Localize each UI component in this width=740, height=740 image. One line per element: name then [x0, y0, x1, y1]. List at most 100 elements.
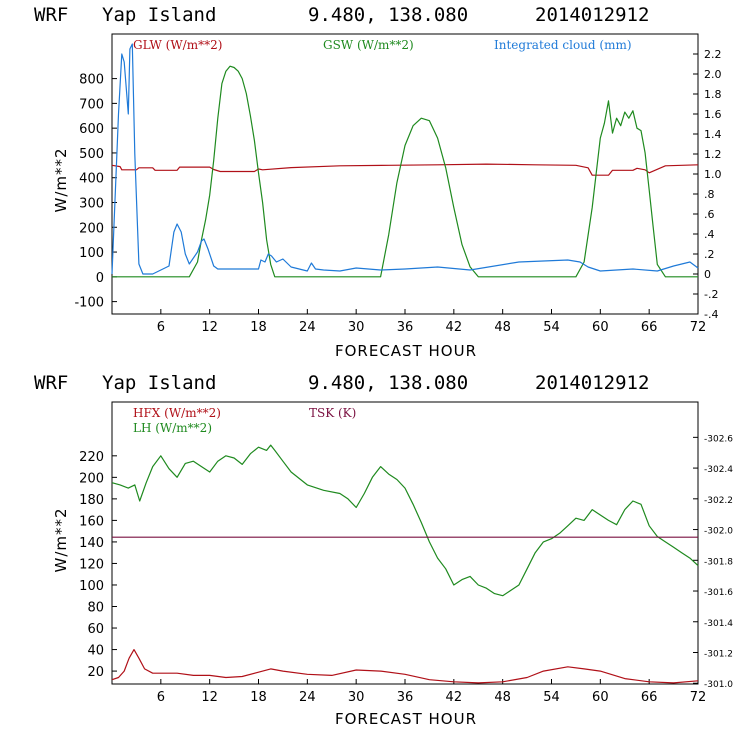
- right-tick-label: 1.0: [704, 168, 722, 181]
- x-tick-label: 42: [446, 320, 463, 335]
- x-tick-label: 12: [201, 320, 218, 335]
- x-tick-label: 12: [201, 690, 218, 705]
- panel2-x-ticks: 6 12 18 24 30 36 42 48 54 60 66 72: [157, 679, 707, 705]
- y-tick-label: 120: [79, 557, 104, 572]
- y-tick-label: 0: [96, 271, 104, 286]
- right-tick-label: .8: [704, 188, 715, 201]
- panel1-xlabel: FORECAST HOUR: [335, 342, 477, 360]
- right-tick-label: -301.0: [704, 680, 733, 690]
- x-tick-label: 6: [157, 320, 165, 335]
- y-tick-label: 140: [79, 536, 104, 551]
- right-tick-label: -301.2: [704, 649, 733, 659]
- x-tick-label: 30: [348, 690, 365, 705]
- series-line-cloud: [111, 43, 699, 275]
- legend-hfx: HFX (W/m**2): [133, 406, 221, 420]
- legend-glw: GLW (W/m**2): [133, 38, 222, 52]
- right-tick-label: .2: [704, 248, 715, 261]
- panel2-plot-frame: [111, 401, 699, 685]
- legend-gsw: GSW (W/m**2): [323, 38, 414, 52]
- right-tick-label: .4: [704, 228, 715, 241]
- y-tick-label: 300: [79, 196, 104, 211]
- y-tick-label: 20: [87, 665, 104, 680]
- x-tick-label: 60: [592, 320, 609, 335]
- panel-radiation: WRF Yap Island 9.480, 138.080 2014012912…: [34, 4, 722, 360]
- panel-fluxes: WRF Yap Island 9.480, 138.080 2014012912…: [34, 372, 733, 728]
- right-tick-label: .6: [704, 208, 715, 221]
- y-tick-label: 100: [79, 246, 104, 261]
- x-tick-label: 48: [494, 320, 511, 335]
- x-tick-label: 66: [641, 690, 658, 705]
- x-tick-label: 24: [299, 320, 316, 335]
- y-tick-label: 160: [79, 514, 104, 529]
- series-line-glw: [111, 163, 699, 176]
- legend-tsk: TSK (K): [309, 406, 356, 420]
- x-tick-label: 30: [348, 320, 365, 335]
- x-tick-label: 72: [690, 320, 707, 335]
- x-tick-label: 54: [543, 690, 560, 705]
- panel1-right-ticks: -.4 -.2 0 .2 .4 .6 .8 1.0 1.2 1.4 1.6 1.8 2.0 2.2: [693, 48, 722, 321]
- y-tick-label: -100: [74, 296, 104, 311]
- y-tick-label: 600: [79, 122, 104, 137]
- panel2-xlabel: FORECAST HOUR: [335, 710, 477, 728]
- y-tick-label: 700: [79, 97, 104, 112]
- panel1-run: 2014012912: [535, 4, 649, 26]
- x-tick-label: 54: [543, 320, 560, 335]
- x-tick-label: 18: [250, 690, 267, 705]
- right-tick-label: 0: [704, 268, 711, 281]
- right-tick-label: -301.8: [704, 557, 733, 567]
- right-tick-label: 1.2: [704, 148, 722, 161]
- right-tick-label: -302.6: [704, 434, 733, 444]
- panel2-series: [111, 444, 699, 684]
- x-tick-label: 48: [494, 690, 511, 705]
- panel1-ylabel: W/m**2: [52, 147, 70, 212]
- panel2-left-ticks: 20 40 60 80 100 120 140 160 180 200 220: [79, 450, 117, 680]
- x-tick-label: 24: [299, 690, 316, 705]
- y-tick-label: 200: [79, 221, 104, 236]
- x-tick-label: 60: [592, 690, 609, 705]
- series-line-hfx: [111, 648, 699, 684]
- y-tick-label: 80: [87, 601, 104, 616]
- panel1-location: Yap Island: [102, 4, 216, 26]
- x-tick-label: 18: [250, 320, 267, 335]
- y-tick-label: 180: [79, 493, 104, 508]
- legend-cloud: Integrated cloud (mm): [494, 38, 632, 52]
- right-tick-label: -.4: [704, 308, 718, 321]
- right-tick-label: 1.4: [704, 128, 722, 141]
- panel1-left-ticks: -100 0 100 200 300 400 500 600 700 800: [74, 73, 117, 311]
- x-tick-label: 6: [157, 690, 165, 705]
- panel2-coords: 9.480, 138.080: [308, 372, 468, 394]
- right-tick-label: 2.0: [704, 68, 722, 81]
- panel2-run: 2014012912: [535, 372, 649, 394]
- y-tick-label: 100: [79, 579, 104, 594]
- legend-lh: LH (W/m**2): [133, 421, 212, 435]
- panel1-series: [111, 43, 699, 278]
- panel1-coords: 9.480, 138.080: [308, 4, 468, 26]
- panel2-right-ticks: -301.0 -301.2 -301.4 -301.6 -301.8 -302.0 -302…: [693, 434, 733, 690]
- right-tick-label: -301.6: [704, 588, 733, 598]
- panel2-model: WRF: [34, 372, 68, 394]
- right-tick-label: -302.4: [704, 465, 733, 475]
- right-tick-label: 1.6: [704, 108, 722, 121]
- panel1-x-ticks: 6 12 18 24 30 36 42 48 54 60 66 72: [157, 309, 707, 335]
- x-tick-label: 36: [397, 320, 414, 335]
- y-tick-label: 400: [79, 172, 104, 187]
- y-tick-label: 200: [79, 471, 104, 486]
- right-tick-label: 1.8: [704, 88, 722, 101]
- x-tick-label: 42: [446, 690, 463, 705]
- x-tick-label: 72: [690, 690, 707, 705]
- y-tick-label: 220: [79, 450, 104, 465]
- right-tick-label: 2.2: [704, 48, 722, 61]
- y-tick-label: 800: [79, 73, 104, 88]
- series-line-gsw: [112, 65, 698, 278]
- right-tick-label: -302.2: [704, 496, 733, 506]
- y-tick-label: 60: [87, 622, 104, 637]
- right-tick-label: -301.4: [704, 619, 733, 629]
- panel1-model: WRF: [34, 4, 68, 26]
- right-tick-label: -.2: [704, 288, 718, 301]
- x-tick-label: 36: [397, 690, 414, 705]
- y-tick-label: 500: [79, 147, 104, 162]
- right-tick-label: -302.0: [704, 527, 733, 537]
- y-tick-label: 40: [87, 644, 104, 659]
- x-tick-label: 66: [641, 320, 658, 335]
